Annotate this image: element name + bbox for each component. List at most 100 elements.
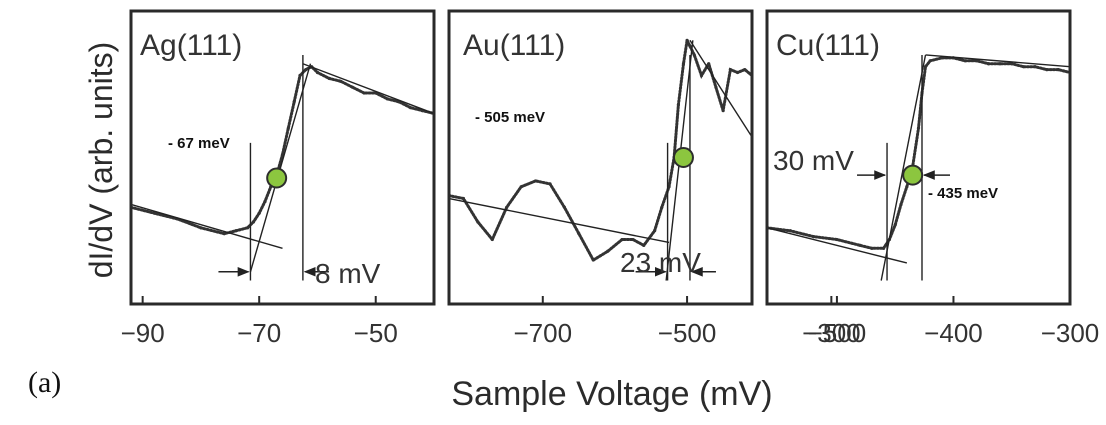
x-tick-label: −50	[354, 318, 398, 348]
data-point	[905, 185, 909, 189]
panel-title: Cu(111)	[776, 29, 880, 62]
panel-data-1	[449, 35, 752, 281]
data-point	[881, 246, 886, 250]
data-point	[199, 226, 203, 230]
data-point	[577, 232, 581, 236]
panel-frame	[129, 9, 436, 306]
x-tick-label: −70	[237, 318, 281, 348]
data-point	[714, 85, 718, 89]
data-point	[1045, 68, 1049, 72]
data-point	[286, 126, 290, 130]
data-point	[728, 68, 732, 72]
data-point	[461, 196, 466, 201]
data-point	[721, 109, 725, 113]
xlabel: Sample Voltage (mV)	[451, 375, 772, 413]
fit-line-0	[131, 203, 283, 250]
data-point	[505, 205, 509, 209]
ylabel: dI/dV (arb. units)	[83, 42, 119, 279]
data-point	[685, 38, 689, 42]
data-point	[533, 179, 538, 183]
data-point	[234, 229, 238, 233]
midpoint-label: - 505 meV	[475, 109, 545, 126]
data-point	[1033, 65, 1037, 69]
width-label: 8 mV	[315, 258, 381, 289]
panel-1: 23 mV Au(111) - 505 meV −700 −500 −300	[447, 9, 861, 348]
data-point	[928, 59, 932, 63]
data-point	[975, 59, 979, 63]
data-point	[940, 56, 944, 60]
midpoint-marker	[266, 167, 288, 189]
data-point	[660, 205, 664, 209]
data-point	[653, 229, 657, 233]
data-point	[222, 232, 226, 236]
data-point	[735, 70, 740, 75]
data-point	[1021, 65, 1025, 69]
panel-title: Au(111)	[463, 29, 565, 62]
data-point	[315, 70, 320, 75]
data-point	[606, 249, 610, 253]
panel-title: Ag(111)	[140, 29, 242, 62]
data-point	[743, 68, 747, 72]
data-point	[562, 205, 567, 209]
x-tick-label: −500	[808, 318, 867, 348]
panel-label: (a)	[28, 366, 61, 399]
data-point	[692, 53, 696, 57]
data-point	[998, 62, 1002, 66]
data-point	[893, 223, 897, 227]
panel-2: 30 mV Cu(111) - 435 meV −500 −400 −300	[765, 9, 1100, 348]
data-point	[688, 44, 692, 48]
midpoint-label: - 67 meV	[168, 135, 230, 152]
data-point	[339, 79, 343, 83]
panel-data-2	[767, 54, 1070, 281]
panels: 8 mV Ag(111) - 67 meV −90 −70 −50 23 mV Au(111)…	[121, 9, 1100, 348]
data-point	[409, 106, 413, 110]
data-point	[923, 65, 928, 69]
x-tick-label: −90	[121, 318, 165, 348]
data-point	[899, 202, 903, 206]
x-tick-label: −400	[924, 318, 983, 348]
data-point	[548, 182, 552, 186]
panel-0: 8 mV Ag(111) - 67 meV −90 −70 −50	[121, 9, 436, 348]
data-point	[257, 211, 261, 215]
x-tick-label: −300	[1041, 318, 1100, 348]
data-point	[676, 103, 681, 107]
data-point	[1010, 62, 1014, 66]
width-label: 23 mV	[620, 247, 701, 278]
data-point	[298, 73, 302, 78]
data-point	[591, 258, 595, 262]
fit-line-0	[767, 227, 908, 264]
data-point	[350, 85, 355, 89]
data-point	[812, 235, 816, 239]
data-point	[292, 100, 296, 104]
midpoint-marker	[902, 164, 924, 186]
data-point	[280, 152, 285, 157]
data-point	[699, 73, 704, 78]
fit-line-2	[689, 39, 752, 138]
data-point	[385, 97, 389, 101]
fit-line-1	[249, 63, 312, 272]
data-point	[870, 246, 874, 250]
data-point	[986, 62, 991, 66]
panel-frame	[447, 9, 754, 306]
fit-line-1	[880, 54, 927, 281]
x-tick-label: −300	[802, 318, 861, 348]
fit-line-2	[302, 63, 434, 115]
data-point	[707, 62, 711, 66]
fit-line-0	[449, 197, 670, 244]
data-point	[631, 237, 635, 242]
data-point	[251, 220, 255, 224]
data-point	[788, 229, 792, 233]
data-point	[835, 237, 839, 242]
data-point	[858, 243, 862, 247]
data-point	[620, 237, 624, 242]
width-label: 30 mV	[773, 145, 854, 176]
x-tick-label: −700	[513, 318, 572, 348]
data-point	[263, 199, 267, 204]
fit-line-2	[925, 54, 1070, 68]
data-point	[642, 243, 646, 247]
data-point	[362, 91, 366, 95]
data-point	[963, 59, 967, 63]
data-point	[152, 211, 156, 215]
data-point	[519, 185, 523, 189]
